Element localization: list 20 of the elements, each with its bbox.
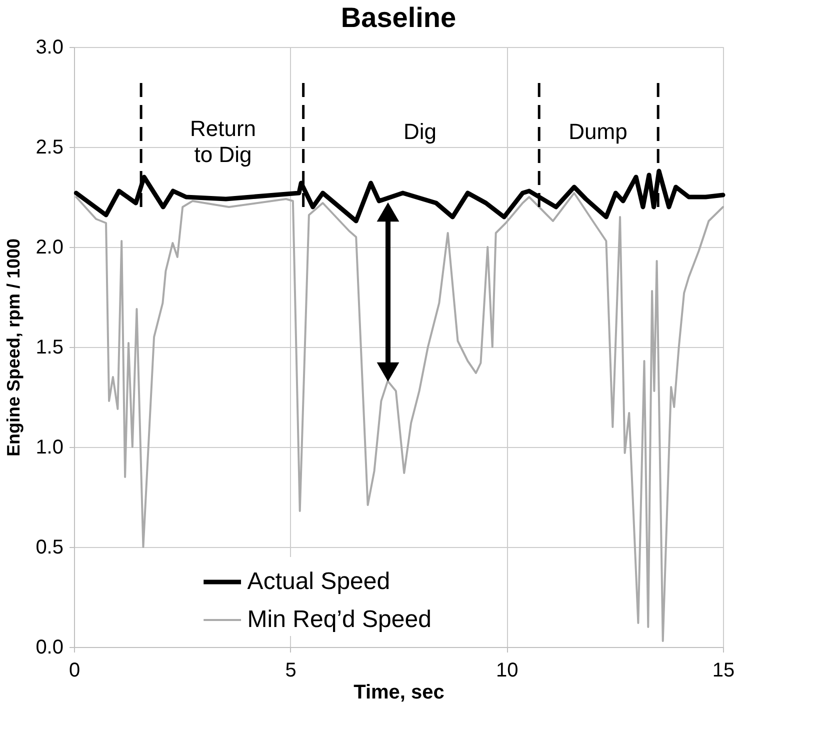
y-tick-label: 3.0 [36, 36, 64, 58]
x-tick-label: 5 [285, 660, 296, 682]
y-axis-title: Engine Speed, rpm / 1000 [4, 238, 24, 457]
legend-label: Min Req’d Speed [247, 606, 432, 633]
y-tick-label: 0.5 [36, 536, 64, 558]
line-series [75, 192, 724, 642]
y-tick-label: 2.5 [36, 136, 64, 158]
chart-title: Baseline [340, 2, 456, 33]
y-tick-label: 0.0 [36, 636, 64, 658]
y-tick-label: 1.0 [36, 436, 64, 458]
legend-label: Actual Speed [247, 568, 390, 595]
annotation: Dump [568, 119, 628, 144]
y-tick-label: 1.5 [36, 336, 64, 358]
y-tick-label: 2.0 [36, 236, 64, 258]
annotation: Dig [403, 119, 437, 144]
x-tick-label: 10 [496, 660, 518, 682]
x-tick-label: 0 [68, 660, 80, 682]
annotation: Return to Dig [190, 116, 256, 167]
x-axis-title: Time, sec [354, 682, 444, 704]
x-tick-label: 15 [712, 660, 735, 682]
